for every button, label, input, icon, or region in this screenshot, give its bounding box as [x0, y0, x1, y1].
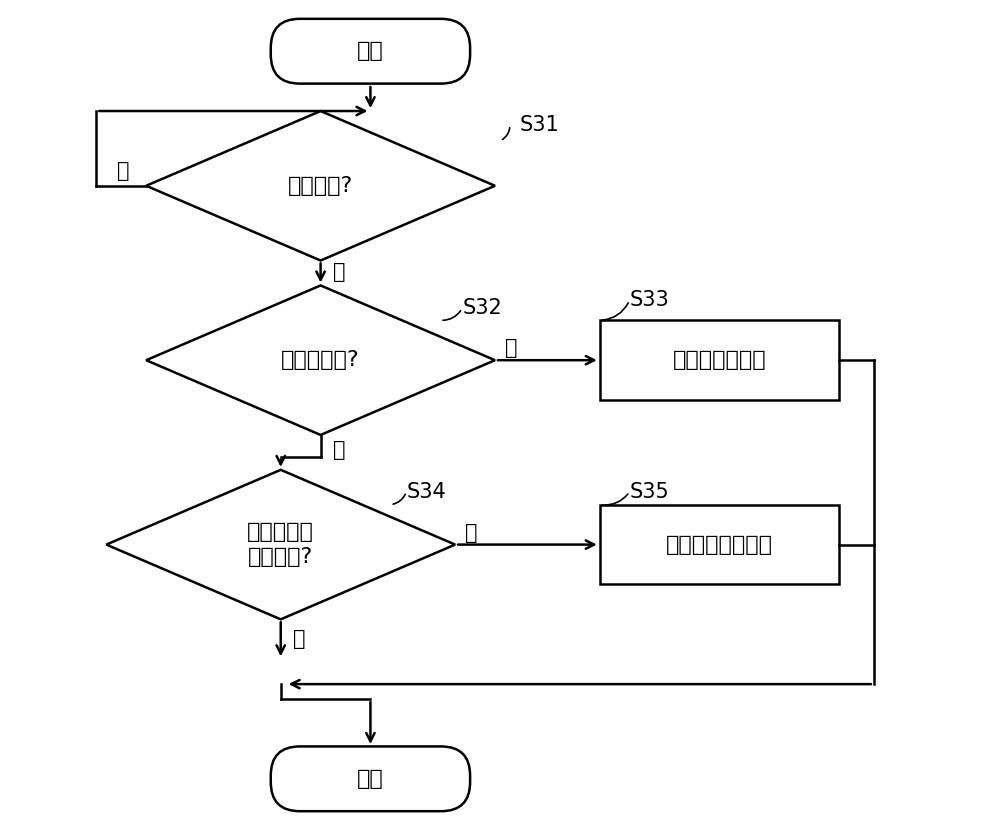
- Text: 结束: 结束: [357, 769, 384, 789]
- Polygon shape: [106, 470, 455, 619]
- Text: S35: S35: [630, 482, 669, 501]
- Text: S33: S33: [630, 291, 669, 311]
- Text: 开始: 开始: [357, 41, 384, 61]
- Text: S31: S31: [520, 115, 560, 135]
- Bar: [600, 505, 839, 585]
- Text: 是: 是: [465, 522, 478, 543]
- Text: 充电完成率
到达阈值?: 充电完成率 到达阈值?: [247, 522, 314, 567]
- Text: 充电桩异常?: 充电桩异常?: [281, 350, 360, 370]
- Text: S32: S32: [462, 298, 502, 318]
- Bar: [600, 320, 839, 400]
- Text: S34: S34: [406, 482, 446, 501]
- Text: 正在充电?: 正在充电?: [288, 176, 353, 196]
- FancyBboxPatch shape: [271, 18, 470, 84]
- Text: 否: 否: [333, 440, 345, 460]
- Polygon shape: [146, 286, 495, 435]
- Text: 是: 是: [333, 262, 345, 282]
- Text: 提示即将完成充电: 提示即将完成充电: [666, 534, 773, 554]
- Text: 是: 是: [505, 339, 517, 358]
- Text: 提示充电桩异常: 提示充电桩异常: [672, 350, 766, 370]
- Polygon shape: [146, 111, 495, 260]
- FancyBboxPatch shape: [271, 747, 470, 811]
- Text: 否: 否: [117, 160, 130, 181]
- Text: 否: 否: [293, 629, 305, 649]
